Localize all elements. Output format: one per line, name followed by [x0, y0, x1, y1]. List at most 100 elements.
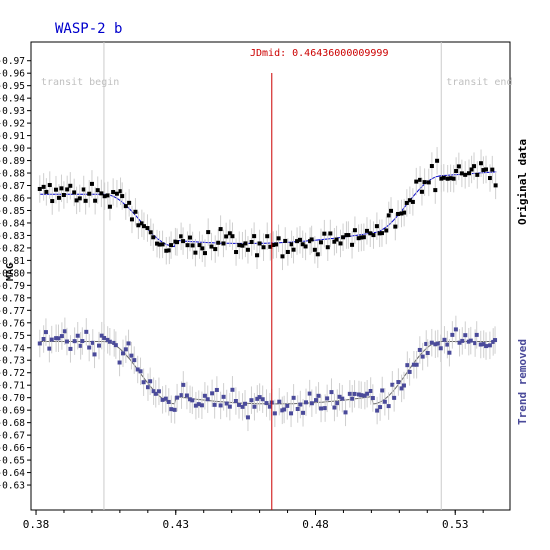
trend-removed-data-point: [319, 406, 324, 411]
y-tick-label: -0.76: [0, 318, 25, 329]
trend-removed-data-point: [481, 342, 486, 347]
trend-removed-data-point: [230, 387, 235, 392]
y-tick-label: -0.89: [0, 156, 25, 167]
original-data-point: [227, 231, 232, 236]
trend-removed-label: Trend removed: [516, 339, 529, 425]
y-tick-label: -0.65: [0, 456, 25, 467]
trend-removed-data-point: [202, 393, 207, 398]
trend-removed-data-point: [378, 405, 383, 410]
trend-removed-data-point: [255, 396, 260, 401]
original-data-point: [418, 177, 423, 182]
trend-removed-data-point: [237, 402, 242, 407]
trend-removed-data-point: [450, 332, 455, 337]
original-data-point: [65, 187, 70, 192]
trend-removed-data-point: [468, 338, 473, 343]
trend-removed-data-point: [243, 401, 248, 406]
x-tick-label: 0.38: [23, 518, 50, 531]
original-data-point: [361, 235, 366, 240]
trend-removed-data-point: [390, 382, 395, 387]
original-data-point: [268, 244, 273, 249]
trend-removed-data-point: [359, 393, 364, 398]
y-tick-label: -0.67: [0, 431, 25, 442]
trend-removed-data-point: [463, 333, 468, 338]
trend-removed-data-point: [56, 336, 61, 341]
trend-removed-data-point: [323, 406, 328, 411]
trend-removed-data-point: [163, 396, 168, 401]
original-data-point: [213, 247, 218, 252]
original-data-point: [359, 235, 364, 240]
trend-removed-data-point: [401, 383, 406, 388]
original-data-point: [374, 224, 379, 229]
y-tick-label: -0.94: [0, 94, 25, 105]
original-data-point: [175, 240, 180, 245]
x-tick-label: 0.48: [302, 518, 329, 531]
trend-removed-data-point: [484, 344, 489, 349]
original-data-point: [77, 196, 82, 201]
original-data-point: [123, 204, 128, 209]
original-data-point: [309, 237, 314, 242]
original-data-point: [283, 238, 288, 243]
trend-removed-data-point: [392, 395, 397, 400]
original-data-point: [237, 243, 242, 248]
trend-removed-data-point: [240, 404, 245, 409]
trend-removed-data-point: [193, 403, 198, 408]
trend-removed-data-point: [370, 396, 375, 401]
original-data-point: [230, 234, 235, 239]
trend-removed-data-point: [151, 389, 156, 394]
trend-removed-data-point: [188, 397, 193, 402]
trend-removed-data-point: [212, 402, 217, 407]
original-data-point: [257, 241, 262, 246]
original-data-point: [379, 231, 384, 236]
original-data-point: [454, 169, 459, 174]
trend-removed-data-point: [68, 346, 73, 351]
original-data-point: [414, 179, 419, 184]
original-data-point: [164, 248, 169, 253]
original-data-point: [218, 227, 223, 232]
original-data-point: [102, 194, 107, 199]
original-data-point: [93, 198, 98, 203]
trend-removed-data-point: [291, 395, 296, 400]
y-tick-label: -0.90: [0, 144, 25, 155]
original-data-point: [396, 211, 401, 216]
trend-removed-data-point: [218, 403, 223, 408]
original-data-point: [346, 233, 351, 238]
original-data-point: [479, 161, 484, 166]
trend-removed-data-point: [272, 411, 277, 416]
trend-removed-data-point: [466, 339, 471, 344]
original-data-point: [276, 236, 281, 241]
trend-removed-data-point: [420, 354, 425, 359]
original-data-point: [300, 242, 305, 247]
trend-removed-data-point: [123, 347, 128, 352]
original-data-point: [68, 183, 73, 188]
original-data-point: [249, 240, 254, 245]
trend-removed-data-point: [314, 398, 319, 403]
trend-removed-data-point: [102, 335, 107, 340]
trend-removed-data-point: [64, 339, 69, 344]
trend-removed-data-point: [184, 393, 189, 398]
original-data-point: [393, 224, 398, 229]
trend-removed-data-point: [175, 395, 180, 400]
trend-removed-data-point: [166, 399, 171, 404]
original-data-point: [72, 190, 77, 195]
original-data-point: [469, 167, 474, 172]
original-data-point: [285, 249, 290, 254]
original-data-point: [139, 221, 144, 226]
original-data-point: [74, 198, 79, 203]
trend-removed-data-point: [121, 351, 126, 356]
original-data-point: [245, 247, 250, 252]
trend-removed-data-point: [289, 411, 294, 416]
original-data-point: [141, 224, 146, 229]
trend-removed-data-point: [179, 393, 184, 398]
transit-end-label: transit end: [446, 77, 512, 88]
trend-removed-data-point: [325, 396, 330, 401]
trend-removed-data-point: [84, 329, 89, 334]
trend-removed-data-point: [424, 341, 429, 346]
y-tick-label: -0.83: [0, 231, 25, 242]
y-tick-label: -0.82: [0, 243, 25, 254]
y-tick-label: -0.95: [0, 81, 25, 92]
trend-removed-data-point: [43, 330, 48, 335]
trend-removed-data-point: [298, 402, 303, 407]
y-tick-label: -0.73: [0, 356, 25, 367]
trend-removed-data-point: [335, 401, 340, 406]
trend-removed-data-point: [90, 340, 95, 345]
